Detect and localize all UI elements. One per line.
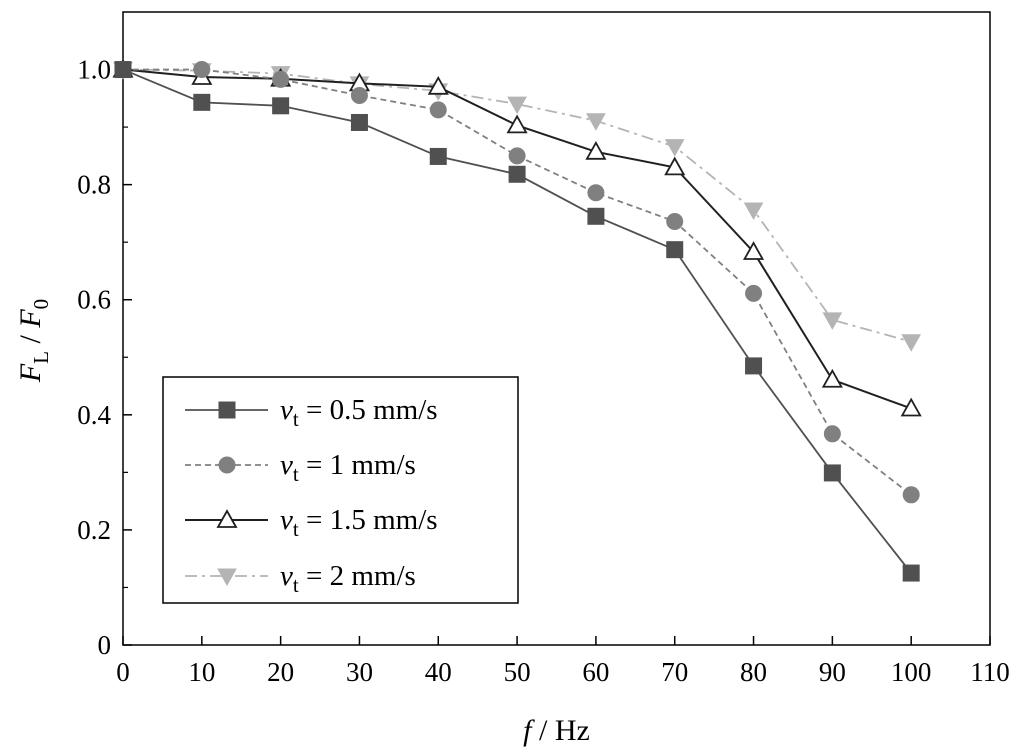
- legend-marker: [216, 509, 238, 528]
- data-point: [272, 70, 290, 88]
- data-point: [901, 334, 922, 352]
- series-line: [122, 68, 912, 343]
- data-point: [350, 86, 368, 104]
- data-point: [743, 202, 764, 220]
- data-point: [902, 486, 920, 504]
- y-tick-label: 0.2: [77, 515, 111, 545]
- data-point: [429, 147, 447, 165]
- data-point: [664, 139, 685, 157]
- data-point: [664, 156, 686, 176]
- data-point: [743, 241, 765, 260]
- data-point: [587, 184, 605, 202]
- legend-item: vt = 2 mm/s: [185, 560, 416, 597]
- axes: 0 10 20 30 40 50 60 70 80 90 100 110 0 0.2 0.4 0.6 0.8 1.…: [14, 11, 1010, 747]
- series-group: [112, 58, 922, 582]
- x-tick-label: 70: [661, 657, 688, 687]
- data-point: [506, 114, 528, 134]
- x-tick-label: 50: [504, 657, 531, 687]
- series-3: [112, 58, 922, 417]
- plot-frame: [122, 11, 991, 646]
- data-point: [114, 61, 132, 79]
- x-axis-title: f / Hz: [523, 714, 590, 747]
- legend-item: vt = 1.5 mm/s: [185, 504, 438, 541]
- data-point: [822, 312, 843, 330]
- legend-label: vt = 1.5 mm/s: [280, 504, 438, 541]
- legend-label: vt = 1 mm/s: [280, 449, 416, 486]
- data-point: [666, 241, 684, 259]
- y-tick-label: 0.4: [77, 400, 111, 430]
- legend-marker: [218, 401, 236, 419]
- data-point: [507, 96, 527, 115]
- y-axis-title: FL / F0: [14, 299, 53, 383]
- data-point: [666, 212, 684, 230]
- data-point: [585, 140, 607, 160]
- y-tick-label: 0: [98, 630, 112, 660]
- x-tick-label: 10: [188, 657, 215, 687]
- series-1: [114, 61, 920, 582]
- series-4: [113, 62, 922, 352]
- data-point: [745, 284, 763, 302]
- data-point: [900, 397, 922, 417]
- data-point: [586, 113, 606, 131]
- legend-marker: [217, 568, 237, 587]
- x-tick-label: 20: [267, 657, 294, 687]
- data-point: [193, 93, 211, 111]
- x-tick-label: 110: [970, 657, 1010, 687]
- data-point: [823, 464, 841, 482]
- legend-label: vt = 0.5 mm/s: [280, 394, 438, 431]
- y-tick-label: 0.6: [77, 285, 111, 315]
- legend-item: vt = 0.5 mm/s: [185, 394, 438, 431]
- data-point: [587, 207, 605, 225]
- data-point: [427, 75, 449, 95]
- data-point: [508, 165, 526, 183]
- y-tick-label: 1.0: [77, 55, 111, 85]
- legend: vt = 0.5 mm/s vt = 1 mm/s vt = 1.5 mm/s vt …: [162, 376, 519, 604]
- x-tick-label: 30: [346, 657, 373, 687]
- data-point: [429, 101, 447, 119]
- data-point: [350, 113, 368, 131]
- x-tick-label: 80: [740, 657, 767, 687]
- x-tick-label: 90: [819, 657, 846, 687]
- x-tick-label: 100: [891, 657, 932, 687]
- data-point: [508, 147, 526, 165]
- legend-marker: [218, 456, 236, 474]
- data-point: [902, 564, 920, 582]
- data-point: [193, 61, 211, 79]
- data-point: [823, 425, 841, 443]
- data-point: [745, 357, 763, 375]
- x-tick-label: 0: [116, 657, 130, 687]
- data-point: [821, 368, 843, 388]
- data-point: [272, 97, 290, 115]
- legend-item: vt = 1 mm/s: [185, 449, 416, 486]
- x-tick-label: 40: [425, 657, 452, 687]
- y-tick-label: 0.8: [77, 170, 111, 200]
- legend-label: vt = 2 mm/s: [280, 560, 416, 597]
- x-tick-label: 60: [582, 657, 609, 687]
